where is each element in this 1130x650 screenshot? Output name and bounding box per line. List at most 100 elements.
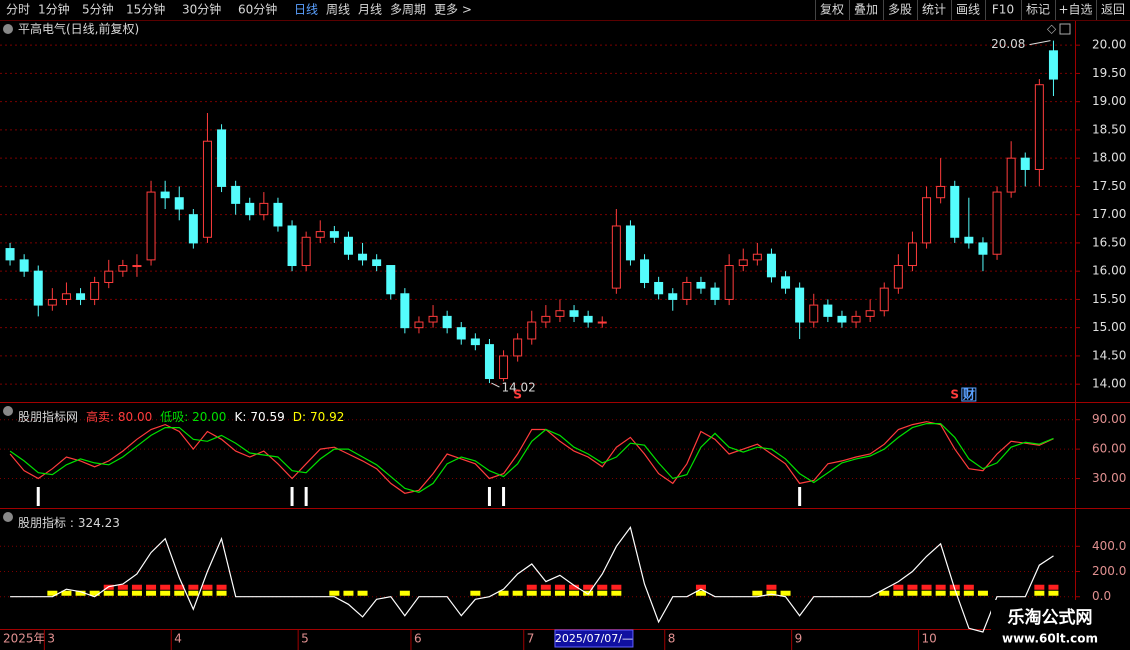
param-label: 低吸: 20.00 <box>160 410 226 424</box>
candle-body <box>146 191 156 261</box>
yellow-square <box>174 590 185 596</box>
toolbar-tab[interactable]: 15分钟 <box>126 2 165 17</box>
red-square <box>1034 584 1045 590</box>
toolbar-tab[interactable]: 1分钟 <box>38 2 70 17</box>
menu-icon[interactable] <box>3 24 13 34</box>
candle-body <box>583 315 593 323</box>
red-square <box>117 584 128 590</box>
yellow-square <box>329 590 340 596</box>
candle-body <box>1020 157 1030 170</box>
yellow-square <box>146 590 157 596</box>
toolbar-button[interactable]: 多股 <box>888 3 912 17</box>
red-square <box>526 584 537 590</box>
candle-body <box>964 236 974 244</box>
red-square <box>921 584 932 590</box>
toolbar-button[interactable]: 统计 <box>922 3 946 17</box>
toolbar-button[interactable]: 叠加 <box>854 3 878 17</box>
month-label: 5 <box>301 632 309 646</box>
marker: 财 <box>962 387 975 402</box>
indicator-line <box>10 526 1054 633</box>
red-square <box>893 584 904 590</box>
yellow-square <box>399 590 410 596</box>
candle-body <box>76 293 86 300</box>
y-tick-label: 14.50 <box>1092 348 1126 362</box>
candle-body <box>470 338 480 346</box>
toolbar-tab[interactable]: 5分钟 <box>82 2 114 17</box>
yellow-square <box>61 590 72 596</box>
red-square <box>611 584 622 590</box>
window-icon[interactable] <box>1059 23 1071 35</box>
indicator-line <box>9 421 1054 494</box>
yellow-square <box>343 590 354 596</box>
month-label: 3 <box>47 632 55 646</box>
yellow-square <box>949 590 960 596</box>
candle-body <box>414 321 424 329</box>
candle-body <box>569 310 579 317</box>
toolbar-tab[interactable]: 月线 <box>358 3 382 17</box>
low-arrow <box>491 382 500 388</box>
month-label: 10 <box>922 632 937 646</box>
watermark-title: 乐淘公式网 <box>1008 607 1093 628</box>
red-square <box>695 584 706 590</box>
red-square <box>597 584 608 590</box>
toolbar-tab[interactable]: 多周期 <box>390 3 426 17</box>
toolbar-button[interactable]: +自选 <box>1058 3 1092 17</box>
yellow-square <box>752 590 763 596</box>
candle-body <box>47 298 57 306</box>
toolbar-tab[interactable]: 60分钟 <box>238 2 277 17</box>
candle-body <box>19 259 29 272</box>
y-tick-label: 30.00 <box>1092 471 1126 485</box>
toolbar-button[interactable]: 复权 <box>820 3 844 17</box>
cursor-box <box>554 629 634 648</box>
panel-title: 股朋指标 : 324.23 <box>18 515 120 530</box>
marker-box <box>961 387 977 402</box>
low-label: 14.02 <box>501 381 535 395</box>
y-tick-label: 16.00 <box>1092 264 1126 278</box>
candle-body <box>893 265 903 289</box>
watermark-box <box>991 600 1130 650</box>
toolbar-button[interactable]: 返回 <box>1101 3 1125 17</box>
candle-body <box>442 315 452 329</box>
candle-body <box>738 259 748 267</box>
toolbar-button[interactable]: 标记 <box>1026 3 1050 17</box>
y-tick-label: 18.00 <box>1092 151 1126 165</box>
high-arrow <box>1029 40 1051 46</box>
signal-bar <box>502 487 506 506</box>
red-square <box>146 584 157 590</box>
candle-body <box>358 253 368 261</box>
toolbar-tab[interactable]: 日线 <box>294 3 318 17</box>
toolbar-tab[interactable]: 周线 <box>326 3 350 17</box>
candle-body <box>90 281 100 300</box>
candle-body <box>259 202 269 216</box>
candle-body <box>245 202 255 216</box>
y-tick-label: 15.00 <box>1092 320 1126 334</box>
candle-body <box>372 259 382 267</box>
candle-body <box>202 140 212 238</box>
menu-icon[interactable] <box>3 512 13 522</box>
menu-icon[interactable] <box>3 406 13 416</box>
candle-body <box>456 327 466 340</box>
toolbar-tab[interactable]: 更多 > <box>434 3 472 17</box>
marker: S <box>513 388 522 402</box>
toolbar-tab[interactable]: 30分钟 <box>182 2 221 17</box>
candle-body <box>936 185 946 199</box>
yellow-square <box>893 590 904 596</box>
toolbar-button[interactable]: 画线 <box>956 3 980 17</box>
y-tick-label: 60.00 <box>1092 442 1126 456</box>
candle-body <box>1034 84 1044 170</box>
diamond-icon[interactable]: ◇ <box>1047 22 1057 36</box>
candle-body <box>118 265 128 272</box>
panel-title-text: 股朋指标网 <box>18 409 78 424</box>
panel-title-text: 平高电气(日线,前复权) <box>18 21 139 36</box>
yellow-square <box>921 590 932 596</box>
toolbar-button[interactable]: F10 <box>992 3 1014 17</box>
candle-body <box>499 355 509 380</box>
y-tick-label: 19.00 <box>1092 94 1126 108</box>
candle-body <box>710 287 720 300</box>
y-tick-label: 20.00 <box>1092 38 1126 52</box>
signal-bar <box>798 487 802 506</box>
red-square <box>174 584 185 590</box>
candle-body <box>640 259 650 283</box>
toolbar-tab[interactable]: 分时 <box>6 3 30 17</box>
